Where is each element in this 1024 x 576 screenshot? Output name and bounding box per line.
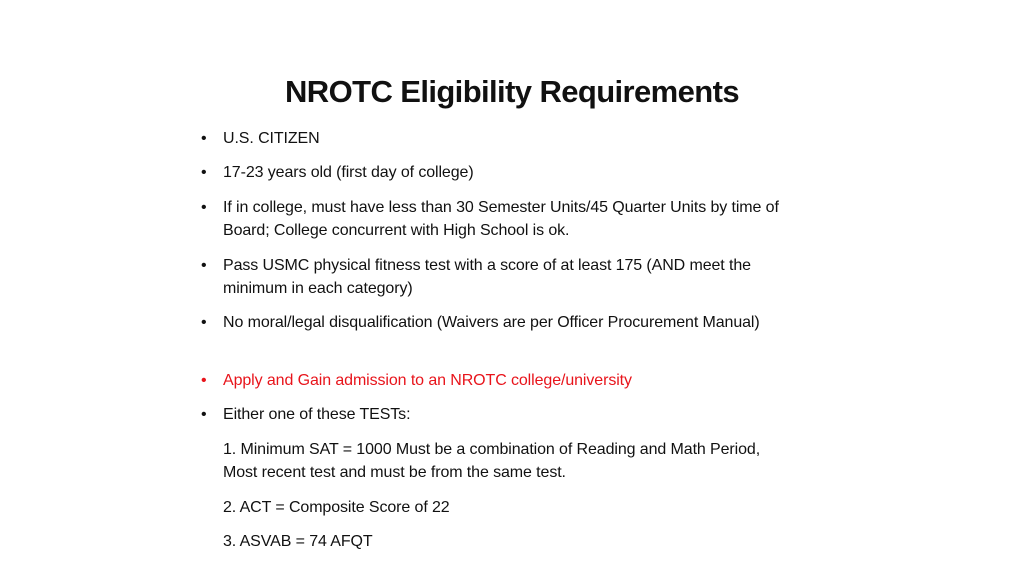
bullet-icon: • xyxy=(201,314,207,331)
test-item-sat: 1. Minimum SAT = 1000 Must be a combinat… xyxy=(223,441,761,481)
bullet-item: • Pass USMC physical fitness test with a … xyxy=(201,254,783,300)
bullet-text: Either one of these TESTs: xyxy=(223,406,411,423)
bullet-text: Apply and Gain admission to an NROTC col… xyxy=(223,372,632,389)
bullet-text: 17-23 years old (first day of college) xyxy=(223,164,474,181)
bullet-icon: • xyxy=(201,406,207,423)
slide-title: NROTC Eligibility Requirements xyxy=(285,74,740,109)
test-item-act: 2. ACT = Composite Score of 22 xyxy=(223,499,450,516)
bullet-item: • If in college, must have less than 30 S… xyxy=(201,196,793,242)
bullet-icon: • xyxy=(201,130,207,147)
bullet-text: If in college, must have less than 30 Se… xyxy=(223,199,779,239)
bullet-text: Pass USMC physical fitness test with a s… xyxy=(223,257,751,297)
bullet-item: • U.S. CITIZEN xyxy=(201,127,823,150)
bullet-item: • 17-23 years old (first day of college) xyxy=(201,161,823,184)
bullet-item: • No moral/legal disqualification (Waiver… xyxy=(201,311,768,334)
bullet-icon: • xyxy=(201,257,207,274)
bullet-text: No moral/legal disqualification (Waivers… xyxy=(223,314,760,331)
bullet-item: • Either one of these TESTs: xyxy=(201,403,823,426)
bullet-text: U.S. CITIZEN xyxy=(223,130,320,147)
bullet-icon: • xyxy=(201,372,207,389)
test-item-asvab: 3. ASVAB = 74 AFQT xyxy=(223,533,373,550)
bullet-icon: • xyxy=(201,164,207,181)
bullet-item-highlighted: • Apply and Gain admission to an NROTC co… xyxy=(201,369,823,392)
bullet-icon: • xyxy=(201,199,207,216)
